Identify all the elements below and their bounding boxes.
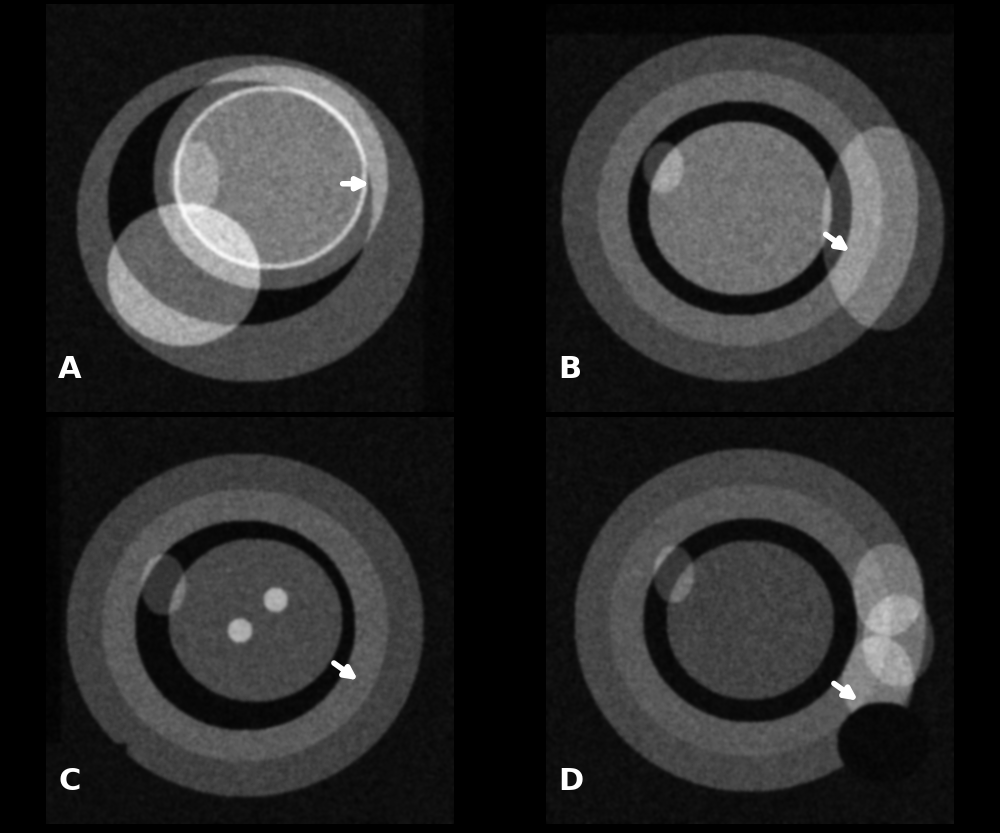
Text: A: A [58, 355, 82, 384]
Text: B: B [558, 355, 581, 384]
Text: C: C [58, 767, 81, 796]
Text: D: D [558, 767, 583, 796]
